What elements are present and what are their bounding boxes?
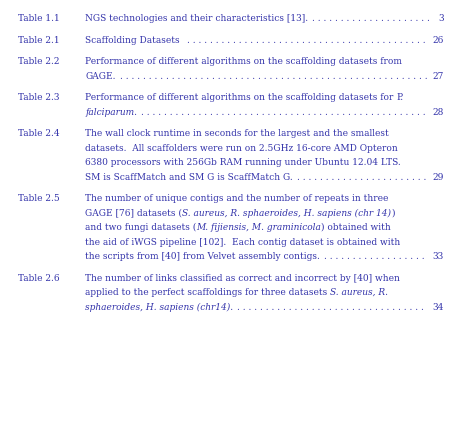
Text: The number of links classified as correct and incorrect by [40] when: The number of links classified as correc… bbox=[85, 274, 399, 282]
Text: 3: 3 bbox=[437, 14, 443, 23]
Text: Scaffolding Datasets: Scaffolding Datasets bbox=[85, 36, 182, 44]
Text: 27: 27 bbox=[431, 71, 443, 80]
Text: falciparum.: falciparum. bbox=[85, 107, 137, 116]
Text: the aid of iWGS pipeline [102].  Each contig dataset is obtained with: the aid of iWGS pipeline [102]. Each con… bbox=[85, 238, 399, 246]
Text: Table 2.2: Table 2.2 bbox=[18, 57, 60, 66]
Text: 33: 33 bbox=[432, 252, 443, 261]
Text: ): ) bbox=[390, 209, 394, 218]
Text: Table 2.3: Table 2.3 bbox=[18, 93, 60, 102]
Text: Table 2.6: Table 2.6 bbox=[18, 274, 60, 282]
Text: 6380 processors with 256Gb RAM running under Ubuntu 12.04 LTS.: 6380 processors with 256Gb RAM running u… bbox=[85, 158, 400, 167]
Text: datasets.  All scaffolders were run on 2.5GHz 16-core AMD Opteron: datasets. All scaffolders were run on 2.… bbox=[85, 143, 397, 152]
Text: The wall clock runtime in seconds for the largest and the smallest: The wall clock runtime in seconds for th… bbox=[85, 129, 388, 138]
Text: 26: 26 bbox=[431, 36, 443, 44]
Text: GAGE.: GAGE. bbox=[85, 71, 115, 80]
Text: . . . . . . . . . . . . . . . . . .: . . . . . . . . . . . . . . . . . . bbox=[323, 252, 426, 261]
Text: S. aureus, R.: S. aureus, R. bbox=[330, 288, 387, 297]
Text: sphaeroides, H. sapiens (chr14).: sphaeroides, H. sapiens (chr14). bbox=[85, 302, 233, 312]
Text: 29: 29 bbox=[431, 173, 443, 182]
Text: . . . . . . . . . . . . . . . . . . . . . . . . . . . . . . . . . . . . . . . . : . . . . . . . . . . . . . . . . . . . . … bbox=[186, 36, 427, 44]
Text: 28: 28 bbox=[431, 107, 443, 116]
Text: . . . . . . . . . . . . . . . . . . . . . . .: . . . . . . . . . . . . . . . . . . . . … bbox=[296, 173, 428, 182]
Text: 34: 34 bbox=[431, 302, 443, 312]
Text: Table 2.1: Table 2.1 bbox=[18, 36, 60, 44]
Text: and two fungi datasets (: and two fungi datasets ( bbox=[85, 223, 196, 232]
Text: . . . . . . . . . . . . . . . . . . . . . . . . . . . . . . . . . . . . . . . . : . . . . . . . . . . . . . . . . . . . . … bbox=[119, 71, 429, 80]
Text: . . . . . . . . . . . . . . . . . . . . . . . . . . . . . . . . . . . . . . . . : . . . . . . . . . . . . . . . . . . . . … bbox=[141, 107, 428, 116]
Text: Table 1.1: Table 1.1 bbox=[18, 14, 60, 23]
Text: . . . . . . . . . . . . . . . . . . . . . . . . . . . . . . . . .: . . . . . . . . . . . . . . . . . . . . … bbox=[237, 302, 426, 312]
Text: GAGE [76] datasets (: GAGE [76] datasets ( bbox=[85, 209, 182, 218]
Text: NGS technologies and their characteristics [13].: NGS technologies and their characteristi… bbox=[85, 14, 308, 23]
Text: ) obtained with: ) obtained with bbox=[321, 223, 390, 232]
Text: Performance of different algorithms on the scaffolding datasets from: Performance of different algorithms on t… bbox=[85, 57, 401, 66]
Text: SM is ScaffMatch and SM G is ScaffMatch G.: SM is ScaffMatch and SM G is ScaffMatch … bbox=[85, 173, 292, 182]
Text: Table 2.4: Table 2.4 bbox=[18, 129, 60, 138]
Text: S. aureus, R. sphaeroides, H. sapiens (chr 14): S. aureus, R. sphaeroides, H. sapiens (c… bbox=[182, 209, 390, 218]
Text: M. fijiensis, M. graminicola: M. fijiensis, M. graminicola bbox=[196, 223, 321, 232]
Text: the scripts from [40] from Velvet assembly contigs.: the scripts from [40] from Velvet assemb… bbox=[85, 252, 319, 261]
Text: Performance of different algorithms on the scaffolding datasets for: Performance of different algorithms on t… bbox=[85, 93, 396, 102]
Text: P.: P. bbox=[396, 93, 403, 102]
Text: . . . . . . . . . . . . . . . . . . . . .: . . . . . . . . . . . . . . . . . . . . … bbox=[312, 14, 432, 23]
Text: The number of unique contigs and the number of repeats in three: The number of unique contigs and the num… bbox=[85, 194, 388, 203]
Text: applied to the perfect scaffoldings for three datasets: applied to the perfect scaffoldings for … bbox=[85, 288, 330, 297]
Text: Table 2.5: Table 2.5 bbox=[18, 194, 60, 203]
